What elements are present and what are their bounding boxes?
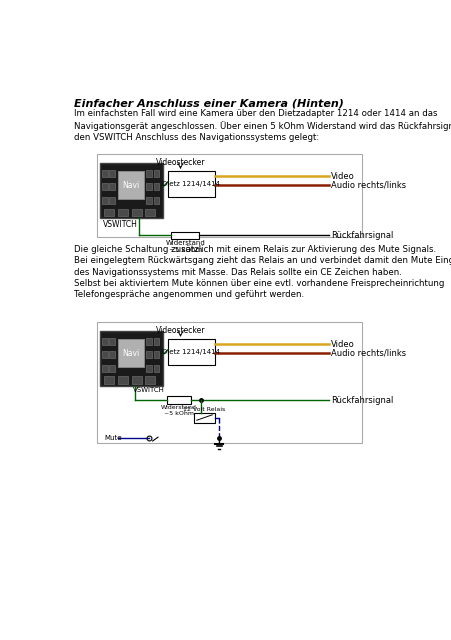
Text: Audio rechts/links: Audio rechts/links [330,349,405,358]
Bar [153,170,159,177]
Text: VSWITCH: VSWITCH [103,220,138,229]
Text: Navi: Navi [122,349,139,358]
Text: Dietz 1214/1414: Dietz 1214/1414 [162,181,220,187]
Text: Video: Video [330,340,354,349]
Bar [131,376,141,383]
Bar [146,337,152,345]
Bar [109,365,115,372]
Bar [102,365,108,372]
Bar [146,197,152,204]
Bar [131,209,141,216]
Text: VSWITCH: VSWITCH [133,387,165,393]
Bar [146,351,152,358]
Text: Rückfahrsignal: Rückfahrsignal [330,396,392,404]
Bar [194,413,214,422]
Bar [153,365,159,372]
Bar [117,172,144,199]
Bar [102,183,108,191]
Bar [109,197,115,204]
Text: Dietz 1214/1414: Dietz 1214/1414 [162,349,220,355]
Bar [168,339,214,365]
Text: Widerstand
~5 kOhm: Widerstand ~5 kOhm [161,405,197,415]
Bar [102,170,108,177]
Text: Rückfahrsignal: Rückfahrsignal [330,231,392,240]
Bar [145,376,155,383]
Bar [104,209,114,216]
Bar [118,376,128,383]
Text: Video: Video [330,172,354,181]
Bar [168,171,214,197]
Bar [104,376,114,383]
Bar [102,351,108,358]
Text: Audio rechts/links: Audio rechts/links [330,180,405,189]
Bar [97,154,361,237]
Text: Navi: Navi [122,180,139,189]
Bar [145,209,155,216]
Bar [153,183,159,191]
Bar [146,183,152,191]
Bar [109,170,115,177]
Bar [109,351,115,358]
Bar [102,197,108,204]
Bar [153,351,159,358]
Text: Videostecker: Videostecker [156,159,205,168]
Bar [153,197,159,204]
Bar [171,232,198,239]
Bar [166,396,191,404]
Text: Mute: Mute [104,435,122,441]
Bar [117,339,144,367]
Bar [146,365,152,372]
Text: Im einfachsten Fall wird eine Kamera über den Dietzadapter 1214 oder 1414 an das: Im einfachsten Fall wird eine Kamera übe… [74,109,451,142]
Text: 12 Volt Relais: 12 Volt Relais [183,407,225,412]
Text: Die gleiche Schaltung zusätzlich mit einem Relais zur Aktivierung des Mute Signa: Die gleiche Schaltung zusätzlich mit ein… [74,244,451,300]
Bar [100,331,163,387]
Bar [97,322,361,444]
Bar [153,337,159,345]
Bar [118,209,128,216]
Bar [146,170,152,177]
Bar [100,163,163,218]
Bar [109,337,115,345]
Bar [109,183,115,191]
Text: Widerstand
~5 kOhm: Widerstand ~5 kOhm [165,240,205,253]
Text: Videostecker: Videostecker [156,326,205,335]
Bar [102,337,108,345]
Text: Einfacher Anschluss einer Kamera (Hinten): Einfacher Anschluss einer Kamera (Hinten… [74,99,343,108]
